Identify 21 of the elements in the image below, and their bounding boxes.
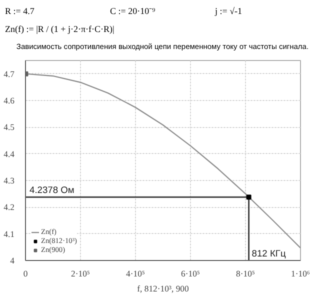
x-tick-label: 8·10⁵ bbox=[236, 268, 255, 278]
x-tick-label: 6·10⁵ bbox=[181, 268, 200, 278]
text: R := 4.7 bbox=[5, 5, 36, 18]
y-tick-label: 4.4 bbox=[4, 148, 16, 159]
x-axis-title: f, 812·10³, 900 bbox=[137, 284, 189, 294]
y-tick-label: 4.2 bbox=[4, 202, 15, 212]
text: C := 20·10⁻⁹ bbox=[110, 5, 156, 18]
y-tick-label: 4.7 bbox=[4, 68, 16, 79]
x-tick-label: 2·10⁵ bbox=[71, 268, 90, 278]
x-tick-label: 1·10⁶ bbox=[291, 268, 310, 278]
ref-line-label: 812 КГц bbox=[252, 248, 286, 258]
ref-line-label: 4.2378 Ом bbox=[30, 185, 74, 196]
y-tick-label: 4.3 bbox=[4, 176, 15, 186]
y-tick-label: 4.5 bbox=[4, 122, 15, 132]
y-tick-label: 4.1 bbox=[4, 228, 15, 239]
text: Zn(f) := |R / (1 + j·2·π·f·C·R)| bbox=[5, 23, 116, 36]
text: j := √-1 bbox=[215, 5, 244, 18]
y-tick-label: 4.6 bbox=[4, 96, 16, 106]
x-tick-label: 0 bbox=[23, 268, 28, 278]
y-tick-label: 4 bbox=[10, 256, 16, 266]
x-tick-label: 4·10⁵ bbox=[126, 268, 145, 278]
